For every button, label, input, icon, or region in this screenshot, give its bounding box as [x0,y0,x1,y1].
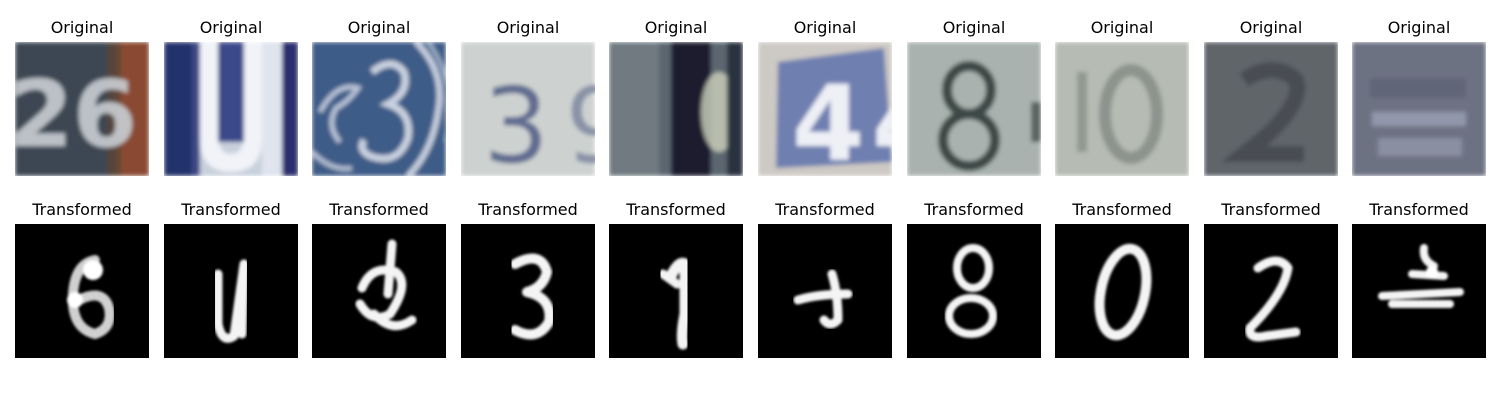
transformed-title-7: Transformed [924,200,1024,219]
svg-text:3: 3 [483,65,549,176]
transformed-image-9 [1204,224,1338,358]
original-image-10 [1352,42,1486,176]
transformed-image-6 [758,224,892,358]
transformed-title-8: Transformed [1072,200,1172,219]
original-title-3: Original [347,18,411,37]
svg-text:9: 9 [565,65,595,176]
transformed-image-3 [312,224,446,358]
svg-text:4: 4 [872,63,892,176]
transformed-image-4 [461,224,595,358]
transformed-image-10 [1352,224,1486,358]
transformed-title-9: Transformed [1221,200,1321,219]
original-image-6: 4 4 [758,42,892,176]
original-image-9 [1204,42,1338,176]
transformed-title-4: Transformed [478,200,578,219]
original-image-1: 26 [15,42,149,176]
original-title-2: Original [199,18,263,37]
svg-text:26: 26 [15,61,137,168]
original-title-5: Original [644,18,708,37]
original-image-7 [907,42,1041,176]
original-image-8 [1055,42,1189,176]
original-title-8: Original [1090,18,1154,37]
original-image-3 [312,42,446,176]
transformed-title-1: Transformed [32,200,132,219]
original-title-6: Original [793,18,857,37]
original-image-5 [609,42,743,176]
transformed-image-2 [164,224,298,358]
transformed-image-5 [609,224,743,358]
original-title-10: Original [1387,18,1451,37]
transformed-image-8 [1055,224,1189,358]
transformed-title-5: Transformed [626,200,726,219]
transformed-title-3: Transformed [329,200,429,219]
original-image-4: 3 9 [461,42,595,176]
svg-text:4: 4 [792,63,864,176]
transformed-image-7 [907,224,1041,358]
original-image-2 [164,42,298,176]
original-title-7: Original [942,18,1006,37]
transformed-title-10: Transformed [1369,200,1469,219]
original-title-1: Original [50,18,114,37]
transformed-image-1 [15,224,149,358]
original-title-9: Original [1239,18,1303,37]
transformed-title-2: Transformed [181,200,281,219]
original-title-4: Original [496,18,560,37]
transformed-title-6: Transformed [775,200,875,219]
